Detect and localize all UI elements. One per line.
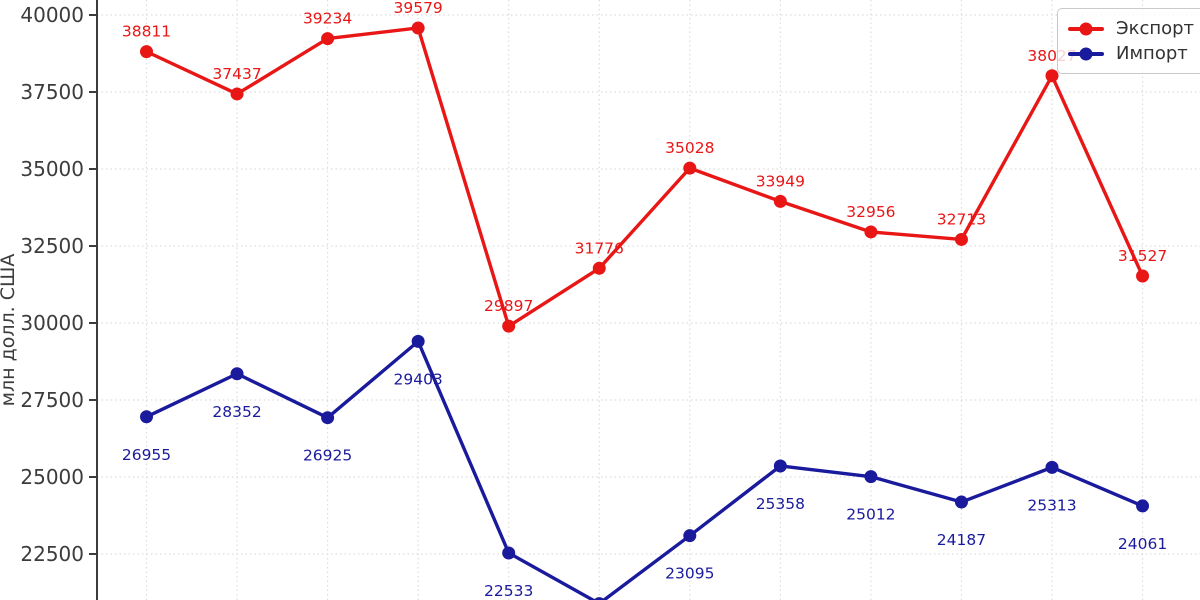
export-point-label: 32713 bbox=[937, 210, 986, 228]
legend-item-import: Импорт bbox=[1068, 41, 1194, 66]
export-marker-icon bbox=[1079, 22, 1093, 35]
export-point-label: 33949 bbox=[756, 172, 805, 190]
export-point-label: 39579 bbox=[393, 0, 442, 17]
export-point-label: 32956 bbox=[846, 203, 895, 221]
export-data-point bbox=[864, 225, 878, 239]
export-data-point bbox=[1045, 69, 1059, 83]
export-data-point bbox=[773, 194, 787, 208]
import-point-label: 25313 bbox=[1027, 496, 1076, 514]
export-data-point bbox=[592, 261, 606, 275]
export-data-point bbox=[230, 87, 244, 101]
y-tick-label: 37500 bbox=[20, 80, 84, 104]
import-point-label: 29403 bbox=[393, 370, 442, 388]
y-tick-label: 25000 bbox=[20, 465, 84, 489]
legend-item-export: Экспорт bbox=[1068, 16, 1194, 41]
import-data-point bbox=[683, 529, 697, 543]
import-line bbox=[144, 339, 1145, 600]
import-data-point bbox=[230, 367, 244, 381]
import-data-point bbox=[140, 410, 153, 424]
import-data-point bbox=[502, 546, 516, 560]
import-point-label: 24061 bbox=[1118, 535, 1167, 553]
legend: Экспорт Импорт bbox=[1057, 8, 1200, 74]
import-marker-icon bbox=[1079, 47, 1093, 60]
import-point-label: 23095 bbox=[665, 565, 714, 583]
y-tick-label: 32500 bbox=[20, 234, 84, 258]
import-data-point bbox=[593, 597, 605, 600]
import-data-point bbox=[773, 459, 787, 473]
legend-label-import: Импорт bbox=[1116, 42, 1188, 64]
import-point-label: 28352 bbox=[212, 403, 261, 421]
import-line-sample-icon bbox=[1068, 47, 1104, 60]
import-point-label: 25358 bbox=[756, 495, 805, 513]
export-point-label: 39234 bbox=[303, 10, 352, 28]
export-data-point bbox=[1136, 269, 1150, 283]
y-tick-label: 27500 bbox=[20, 388, 84, 412]
export-data-point bbox=[411, 21, 425, 35]
y-axis-title: млн долл. США bbox=[0, 254, 19, 407]
import-data-point bbox=[864, 470, 878, 484]
import-point-label: 26925 bbox=[303, 447, 352, 465]
export-point-label: 35028 bbox=[665, 139, 714, 157]
import-data-point bbox=[1045, 460, 1059, 474]
export-data-point bbox=[140, 45, 153, 59]
export-data-point bbox=[683, 161, 697, 175]
export-data-point bbox=[954, 232, 968, 246]
import-data-point bbox=[954, 495, 968, 509]
export-data-point bbox=[321, 32, 335, 46]
y-tick-label: 30000 bbox=[20, 311, 84, 335]
y-tick-label: 40000 bbox=[20, 3, 84, 27]
export-point-label: 37437 bbox=[212, 65, 261, 83]
import-point-label: 25012 bbox=[846, 506, 895, 524]
import-point-label: 22533 bbox=[484, 582, 533, 600]
gridlines bbox=[97, 0, 1200, 600]
export-point-label: 38811 bbox=[122, 23, 171, 41]
export-point-label: 29897 bbox=[484, 297, 533, 315]
y-tick-label: 22500 bbox=[20, 542, 84, 566]
export-line bbox=[144, 26, 1145, 328]
import-data-point bbox=[411, 334, 425, 348]
export-point-label: 31776 bbox=[575, 239, 624, 257]
import-point-label: 24187 bbox=[937, 531, 986, 549]
import-point-label: 26955 bbox=[122, 446, 171, 464]
legend-label-export: Экспорт bbox=[1116, 17, 1195, 39]
import-data-point bbox=[1136, 499, 1150, 513]
y-tick-label: 35000 bbox=[20, 157, 84, 181]
export-data-point bbox=[502, 319, 516, 333]
import-data-point bbox=[321, 411, 335, 425]
export-line-sample-icon bbox=[1068, 22, 1104, 35]
export-point-label: 31527 bbox=[1118, 247, 1167, 265]
